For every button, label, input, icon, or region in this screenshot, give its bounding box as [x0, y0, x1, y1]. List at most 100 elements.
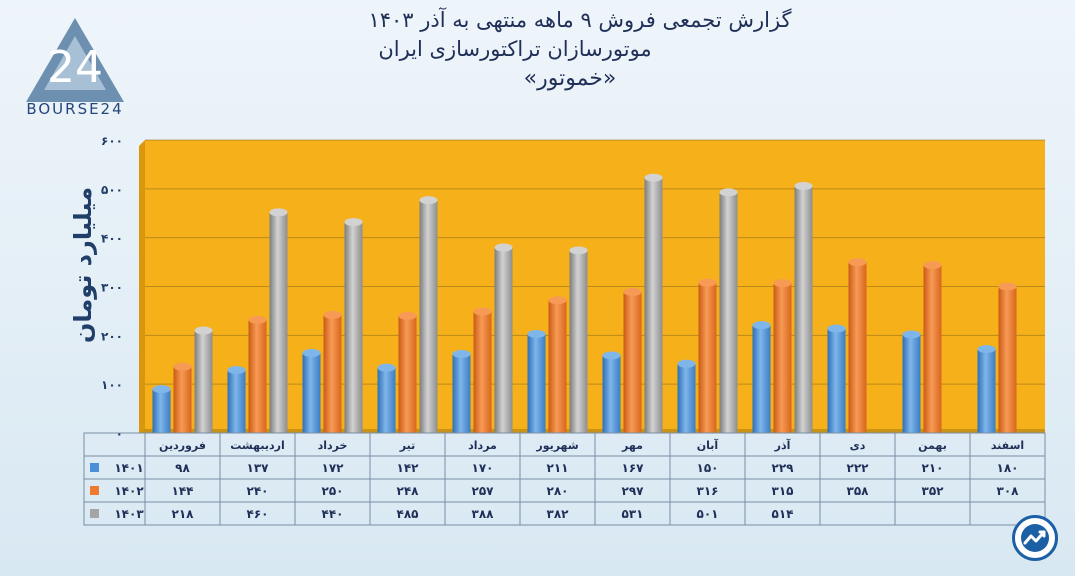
- bar: [173, 366, 192, 433]
- x-tick-label: بهمن: [918, 439, 947, 452]
- bar: [752, 325, 771, 433]
- bar-cap: [752, 321, 771, 330]
- bar: [548, 300, 567, 433]
- bar: [194, 330, 213, 433]
- bar-cap: [644, 173, 663, 182]
- bar-cap: [923, 261, 942, 270]
- bar: [269, 212, 288, 433]
- logo-text: BOURSE24: [26, 100, 124, 118]
- bar: [152, 389, 171, 433]
- data-label: ۱۶۷: [622, 461, 645, 475]
- bar-cap: [698, 278, 717, 287]
- bar-cap: [302, 349, 321, 358]
- x-tick-label: خرداد: [318, 439, 348, 452]
- data-label: ۱۴۴: [172, 484, 194, 498]
- data-label: ۲۱۰: [922, 461, 944, 475]
- y-tick-label: ۴۰۰: [101, 232, 123, 246]
- legend-label: ۱۴۰۳: [114, 507, 144, 521]
- x-tick-label: فروردین: [159, 439, 206, 452]
- data-label: ۵۳۱: [622, 507, 644, 521]
- bar: [377, 367, 396, 433]
- x-tick-label: دی: [850, 439, 866, 452]
- x-tick-label: آبان: [697, 438, 719, 452]
- x-tick-label: مرداد: [468, 439, 497, 452]
- data-label: ۱۵۰: [697, 461, 719, 475]
- bar: [419, 200, 438, 433]
- bar: [977, 349, 996, 433]
- bar-cap: [419, 196, 438, 205]
- bar: [398, 315, 417, 433]
- chart-title-block: گزارش تجمعی فروش ۹ ماهه منتهی به آذر ۱۴۰…: [300, 6, 860, 90]
- trend-button[interactable]: [1012, 515, 1058, 561]
- bar-cap: [848, 258, 867, 267]
- data-label: ۳۸۲: [547, 507, 570, 521]
- bar-cap: [473, 307, 492, 316]
- bar-cap: [398, 311, 417, 320]
- bar: [344, 222, 363, 433]
- data-label: ۲۴۸: [397, 484, 420, 498]
- bar-cap: [569, 246, 588, 255]
- bar: [794, 185, 813, 433]
- bar: [623, 291, 642, 433]
- bar-cap: [977, 345, 996, 354]
- data-label: ۴۴۰: [322, 507, 344, 521]
- data-label: ۴۸۵: [397, 507, 419, 521]
- data-label: ۳۸۸: [472, 507, 495, 521]
- bar: [848, 262, 867, 433]
- x-tick-label: مهر: [621, 439, 643, 452]
- bar-cap: [794, 181, 813, 190]
- data-label: ۹۸: [175, 461, 190, 475]
- bar: [923, 265, 942, 433]
- bar: [827, 328, 846, 433]
- data-label: ۲۲۹: [772, 461, 795, 475]
- legend-swatch: [90, 486, 99, 495]
- data-label: ۴۶۰: [247, 507, 269, 521]
- bar: [473, 311, 492, 433]
- bar: [494, 247, 513, 433]
- data-label: ۵۱۴: [772, 507, 794, 521]
- bar-cap: [902, 330, 921, 339]
- data-label: ۵۰۱: [697, 507, 719, 521]
- bar: [602, 355, 621, 433]
- data-label: ۳۱۶: [697, 484, 719, 498]
- bar: [323, 314, 342, 433]
- chart-subtitle: موتورسازان تراکتورسازی ایران: [378, 37, 652, 61]
- data-label: ۱۳۷: [247, 461, 270, 475]
- x-tick-label: اردیبهشت: [230, 439, 284, 452]
- data-label: ۲۲۲: [847, 461, 870, 475]
- data-label: ۳۵۲: [922, 484, 945, 498]
- y-tick-label: ۲۰۰: [101, 329, 123, 343]
- bar-cap: [344, 218, 363, 227]
- bar: [644, 177, 663, 433]
- y-tick-label: ۱۰۰: [101, 378, 123, 392]
- plot-floor: [139, 429, 1045, 433]
- bar: [527, 333, 546, 433]
- bar: [248, 319, 267, 433]
- bar: [227, 370, 246, 433]
- bar-cap: [719, 188, 738, 197]
- y-tick-label: ۰: [116, 427, 123, 441]
- trend-chart-icon: [1021, 524, 1049, 552]
- x-tick-label: اسفند: [991, 439, 1024, 452]
- data-label: ۲۹۷: [622, 484, 645, 498]
- bar-cap: [527, 329, 546, 338]
- bar-cap: [173, 362, 192, 371]
- bar-cap: [269, 208, 288, 217]
- chart-title: گزارش تجمعی فروش ۹ ماهه منتهی به آذر ۱۴۰…: [368, 8, 792, 32]
- bar-cap: [227, 366, 246, 375]
- bar: [302, 353, 321, 433]
- bar: [719, 192, 738, 433]
- y-tick-label: ۶۰۰: [101, 134, 123, 148]
- bar-cap: [452, 349, 471, 358]
- data-label: ۱۷۰: [472, 461, 494, 475]
- bar-cap: [377, 363, 396, 372]
- data-label: ۲۱۸: [172, 507, 195, 521]
- bar: [677, 363, 696, 433]
- data-label: ۲۵۷: [472, 484, 495, 498]
- bar: [902, 334, 921, 433]
- data-label: ۱۸۰: [997, 461, 1019, 475]
- bourse24-logo-icon: 24: [26, 18, 124, 102]
- x-tick-label: تیر: [399, 439, 415, 452]
- bar: [698, 282, 717, 433]
